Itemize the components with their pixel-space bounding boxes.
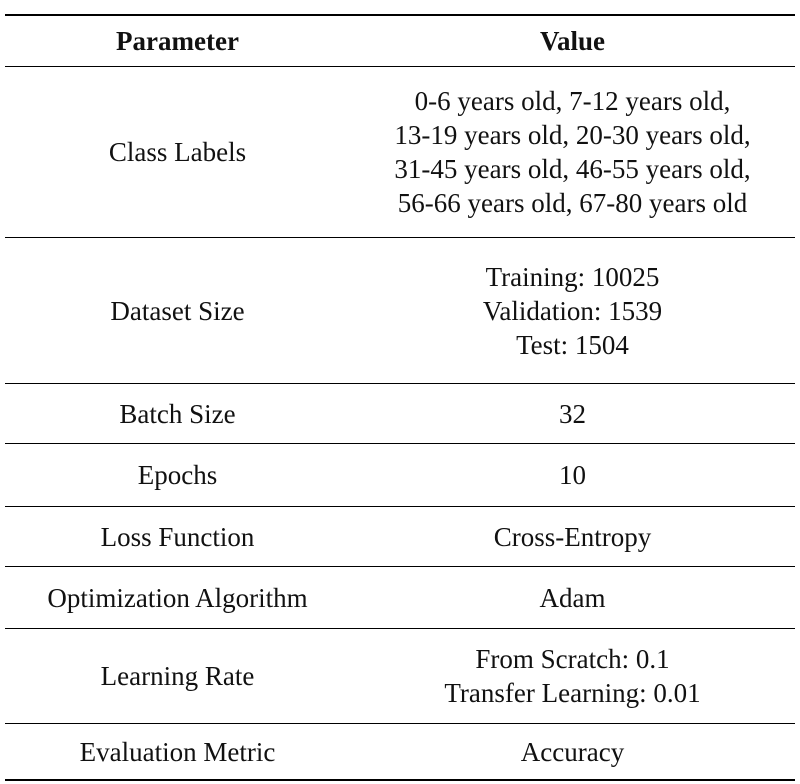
value-cell: 10 xyxy=(350,444,795,507)
value-line: Validation: 1539 xyxy=(482,295,663,326)
param-cell: Learning Rate xyxy=(100,661,255,691)
value-line: 13-19 years old, 20-30 years old, xyxy=(394,120,751,150)
table-row-evaluation-metric: Evaluation Metric Accuracy xyxy=(5,724,795,781)
param-cell: Dataset Size xyxy=(110,295,245,326)
value-line: 56-66 years old, 67-80 years old xyxy=(397,188,748,218)
table-header: Parameter Value xyxy=(5,15,795,67)
value-line: 0-6 years old, 7-12 years old, xyxy=(414,86,731,116)
value-line: 32 xyxy=(559,398,586,429)
param-cell: Optimization Algorithm xyxy=(47,582,308,613)
param-cell: Loss Function xyxy=(100,521,255,552)
value-line: Transfer Learning: 0.01 xyxy=(444,678,701,708)
value-line: Adam xyxy=(539,582,606,613)
table-body: Class Labels 0-6 years old, 7-12 years o… xyxy=(5,67,795,781)
table-row-loss-function: Loss Function Cross-Entropy xyxy=(5,507,795,567)
value-cell: Training: 10025 Validation: 1539 Test: 1… xyxy=(350,238,795,384)
value-line: Accuracy xyxy=(520,736,625,767)
hyperparameter-table-container: Parameter Value Class Labels 0-6 years o… xyxy=(5,14,795,781)
value-cell: 0-6 years old, 7-12 years old, 13-19 yea… xyxy=(350,67,795,238)
value-cell: Accuracy xyxy=(350,724,795,781)
value-line: Training: 10025 xyxy=(485,261,660,292)
hyperparameter-table: Parameter Value Class Labels 0-6 years o… xyxy=(5,14,795,781)
value-line: Test: 1504 xyxy=(516,329,629,360)
value-cell: Cross-Entropy xyxy=(350,507,795,567)
header-value: Value xyxy=(539,26,606,56)
param-cell: Batch Size xyxy=(119,398,236,429)
table-row-batch-size: Batch Size 32 xyxy=(5,384,795,444)
value-line: 31-45 years old, 46-55 years old, xyxy=(394,154,751,184)
table-row-epochs: Epochs 10 xyxy=(5,444,795,507)
value-cell: Adam xyxy=(350,567,795,629)
table-row-class-labels: Class Labels 0-6 years old, 7-12 years o… xyxy=(5,67,795,238)
table-row-optimization-algorithm: Optimization Algorithm Adam xyxy=(5,567,795,629)
header-parameter: Parameter xyxy=(116,26,239,56)
value-line: From Scratch: 0.1 xyxy=(475,644,670,674)
value-cell: From Scratch: 0.1 Transfer Learning: 0.0… xyxy=(350,629,795,724)
value-line: 10 xyxy=(559,460,586,490)
param-cell: Class Labels xyxy=(108,137,247,167)
value-line: Cross-Entropy xyxy=(493,521,652,552)
table-row-learning-rate: Learning Rate From Scratch: 0.1 Transfer… xyxy=(5,629,795,724)
param-cell: Epochs xyxy=(137,460,218,490)
param-cell: Evaluation Metric xyxy=(79,736,276,767)
table-row-dataset-size: Dataset Size Training: 10025 Validation:… xyxy=(5,238,795,384)
value-cell: 32 xyxy=(350,384,795,444)
header-row: Parameter Value xyxy=(5,15,795,67)
